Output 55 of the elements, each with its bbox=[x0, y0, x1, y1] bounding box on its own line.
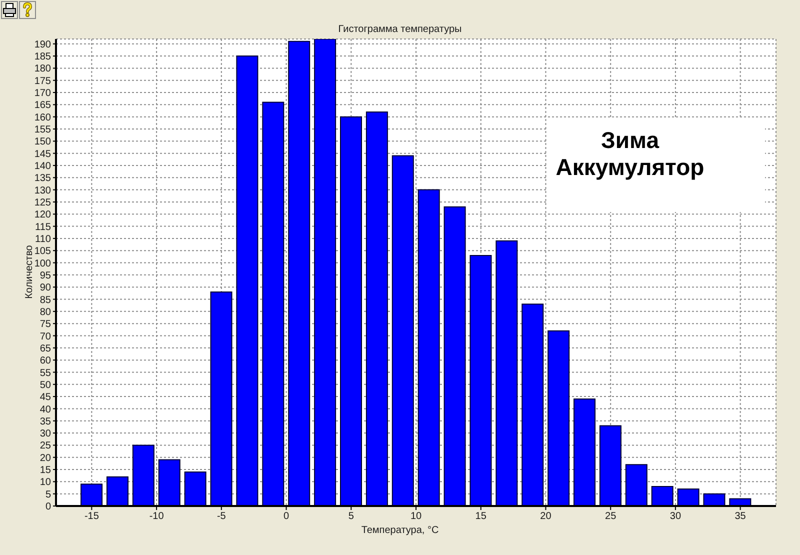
x-axis-title: Температура, °C bbox=[360, 524, 440, 537]
annotation: Аккумулятор bbox=[554, 154, 706, 181]
y-tick-label: 90 bbox=[40, 282, 52, 294]
y-tick-label: 135 bbox=[34, 173, 52, 184]
y-tick-label: 70 bbox=[40, 331, 52, 342]
y-axis-title: Количество bbox=[24, 245, 35, 299]
y-tick-label: 15 bbox=[40, 465, 52, 476]
y-tick-label: 85 bbox=[40, 294, 52, 306]
y-tick-label: 180 bbox=[34, 64, 52, 75]
x-tick-label: 15 bbox=[475, 511, 487, 522]
x-tick-label: 0 bbox=[283, 511, 290, 522]
y-tick-label: 25 bbox=[40, 440, 52, 452]
y-tick-label: 50 bbox=[40, 380, 52, 391]
y-tick-label: 60 bbox=[40, 356, 52, 367]
y-tick-label: 80 bbox=[40, 306, 52, 318]
y-tick-label: 0 bbox=[45, 502, 52, 513]
y-tick-label: 110 bbox=[35, 234, 52, 245]
y-tick-label: 55 bbox=[40, 368, 52, 379]
y-tick-label: 100 bbox=[34, 258, 52, 270]
x-tick-label: 35 bbox=[734, 511, 746, 522]
y-tick-label: 105 bbox=[34, 246, 52, 258]
y-tick-label: 5 bbox=[45, 489, 52, 500]
y-tick-label: 165 bbox=[34, 100, 52, 112]
y-tick-label: 145 bbox=[34, 148, 52, 160]
y-tick-label: 175 bbox=[34, 76, 52, 87]
chart-title: Гистограмма температуры bbox=[337, 23, 463, 36]
y-tick-label: 20 bbox=[40, 452, 52, 464]
y-tick-label: 125 bbox=[34, 198, 52, 209]
y-tick-label: 140 bbox=[34, 161, 52, 172]
y-tick-label: 10 bbox=[40, 477, 52, 488]
x-tick-label: 10 bbox=[410, 511, 422, 522]
x-tick-label: 30 bbox=[670, 511, 682, 522]
x-tick-label: 20 bbox=[540, 511, 552, 522]
y-tick-label: 150 bbox=[34, 136, 52, 148]
y-tick-label: 190 bbox=[34, 39, 52, 50]
y-tick-label: 115 bbox=[35, 222, 52, 233]
y-tick-label: 40 bbox=[40, 404, 52, 416]
y-tick-label: 185 bbox=[34, 52, 52, 63]
y-tick-label: 155 bbox=[34, 124, 52, 136]
y-tick-label: 35 bbox=[40, 416, 52, 428]
x-tick-label: 25 bbox=[605, 511, 617, 522]
y-tick-label: 30 bbox=[40, 428, 52, 440]
x-tick-label: -15 bbox=[84, 511, 100, 522]
y-tick-label: 170 bbox=[34, 88, 52, 100]
y-tick-label: 75 bbox=[40, 319, 52, 330]
y-tick-label: 45 bbox=[40, 392, 52, 404]
y-tick-label: 120 bbox=[34, 210, 52, 221]
x-tick-label: -5 bbox=[216, 511, 226, 522]
y-tick-label: 160 bbox=[34, 112, 52, 124]
x-tick-label: 5 bbox=[348, 511, 354, 522]
annotation: Зима bbox=[600, 127, 660, 154]
x-tick-label: -10 bbox=[149, 511, 164, 522]
y-tick-label: 95 bbox=[40, 270, 52, 282]
y-tick-label: 65 bbox=[40, 343, 52, 354]
y-tick-label: 130 bbox=[34, 185, 52, 196]
